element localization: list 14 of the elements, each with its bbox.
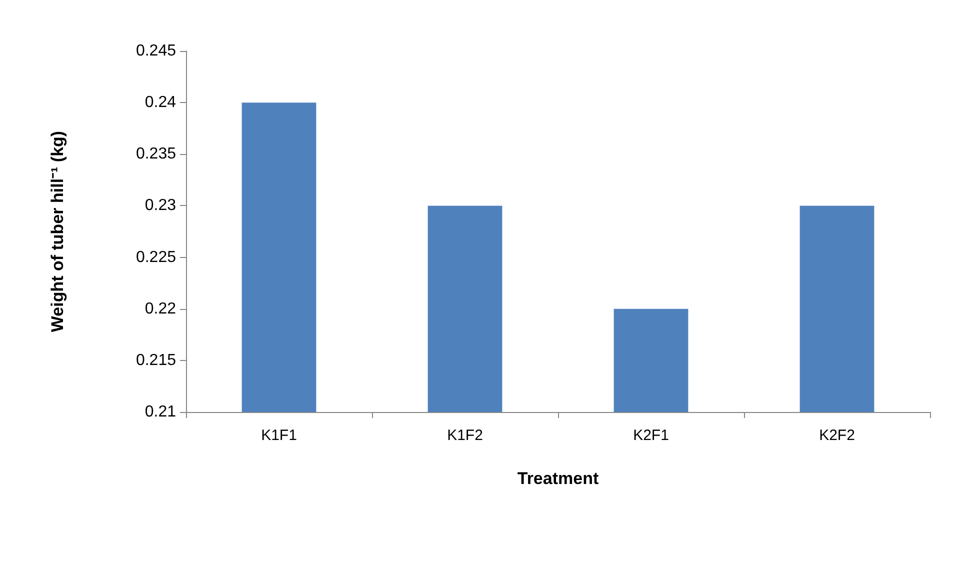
x-tick-label: K2F2	[819, 427, 855, 444]
y-tick-label: 0.235	[136, 146, 176, 163]
y-tick-label: 0.23	[144, 197, 176, 214]
x-tick-label: K1F1	[261, 427, 297, 444]
x-tick-label: K2F1	[633, 427, 669, 444]
y-axis-title: Weight of tuber hill⁻¹ (kg)	[48, 130, 67, 332]
y-tick-label: 0.245	[136, 42, 176, 60]
y-tick-label: 0.22	[144, 300, 176, 318]
y-tick-label: 0.24	[144, 94, 176, 112]
y-tick-label: 0.225	[136, 248, 176, 266]
x-axis-title: Treatment	[517, 469, 599, 488]
y-tick-label: 0.215	[136, 352, 176, 369]
y-tick-label: 0.21	[144, 404, 176, 420]
x-tick-label: K1F2	[447, 427, 483, 444]
